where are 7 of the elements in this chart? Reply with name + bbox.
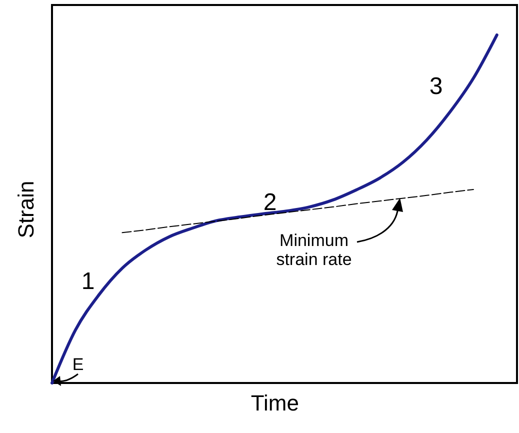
annotation: E [72,355,84,374]
annotation: 1 [81,268,95,295]
y-axis-title: Strain [14,180,38,238]
annotation: 2 [263,189,277,216]
annotation: Minimum strain rate [276,231,352,269]
x-axis-title: Time [250,390,299,416]
annotation: 3 [429,73,443,100]
